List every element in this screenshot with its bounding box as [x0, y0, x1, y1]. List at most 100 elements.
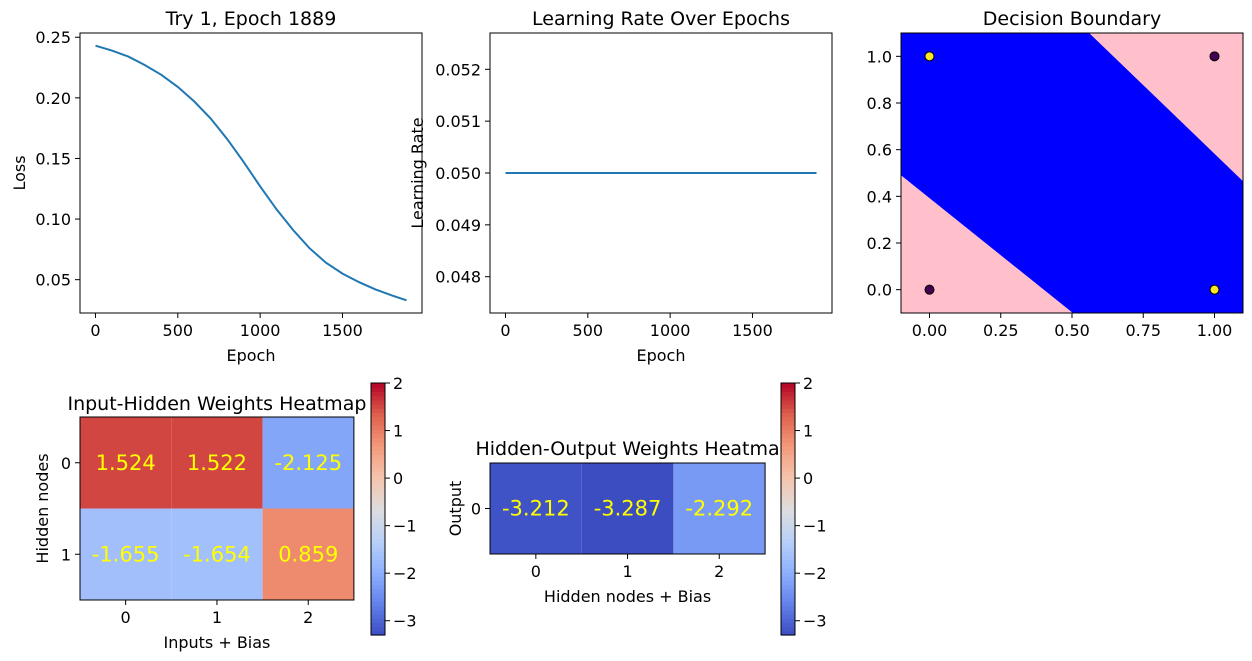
input-hidden-heatmap-ylabel: Hidden nodes — [33, 453, 52, 563]
hidden-output-heatmap-colorbar-segment — [781, 626, 795, 632]
input-hidden-heatmap-colorbar-segment — [371, 408, 385, 413]
hidden-output-heatmap-colorbar-segment — [781, 580, 795, 586]
input-hidden-heatmap-colorbar-segment — [371, 387, 385, 392]
decision-boundary-chart-ytick-label: 0.4 — [867, 187, 892, 206]
hidden-output-heatmap-colorbar-segment — [781, 609, 795, 615]
decision-boundary-chart-ytick-label: 0.2 — [867, 234, 892, 253]
loss-chart-xtick-label: 1500 — [322, 321, 363, 340]
input-hidden-heatmap-colorbar-tick-label: −3 — [393, 612, 417, 631]
hidden-output-heatmap-colorbar-segment — [781, 462, 795, 468]
lr-chart-ytick-label: 0.052 — [435, 60, 481, 79]
loss-chart-xtick-label: 1000 — [240, 321, 281, 340]
input-hidden-heatmap-colorbar-segment — [371, 416, 385, 422]
lr-chart-ytick-label: 0.050 — [435, 164, 481, 183]
loss-chart-frame — [79, 32, 423, 314]
hidden-output-heatmap-colorbar-segment — [781, 538, 795, 544]
hidden-output-heatmap-xtick-label: 0 — [531, 562, 541, 581]
loss-chart-ytick-label: 0.10 — [35, 210, 71, 229]
decision-boundary-chart-ytick-label: 0.6 — [867, 141, 892, 160]
input-hidden-heatmap-colorbar-segment — [371, 542, 385, 548]
input-hidden-heatmap-colorbar-segment — [371, 546, 385, 552]
hidden-output-heatmap-cell — [490, 463, 582, 554]
input-hidden-heatmap-ytick-label: 0 — [61, 454, 71, 473]
hidden-output-heatmap-colorbar-segment — [781, 622, 795, 628]
input-hidden-heatmap-colorbar-segment — [371, 521, 385, 527]
input-hidden-heatmap-colorbar-segment — [371, 391, 385, 397]
hidden-output-heatmap-colorbar-tick-label: −1 — [803, 517, 827, 536]
hidden-output-heatmap-colorbar-segment — [781, 601, 795, 607]
input-hidden-heatmap-colorbar-segment — [371, 412, 385, 418]
hidden-output-heatmap-colorbar-segment — [781, 454, 795, 460]
hidden-output-heatmap-colorbar-segment — [781, 563, 795, 569]
hidden-output-heatmap-colorbar-segment — [781, 429, 795, 434]
hidden-output-heatmap-colorbar-segment — [781, 450, 795, 455]
decision-boundary-chart-ytick-label: 0.0 — [867, 281, 892, 300]
hidden-output-heatmap-title: Hidden-Output Weights Heatma — [475, 438, 779, 460]
hidden-output-heatmap-colorbar-segment — [781, 593, 795, 598]
hidden-output-heatmap-xtick-label: 2 — [714, 562, 724, 581]
input-hidden-heatmap-cell-value: 1.522 — [187, 451, 247, 475]
input-hidden-heatmap-cell — [80, 508, 172, 600]
lr-chart-xtick-label: 1000 — [650, 321, 691, 340]
input-hidden-heatmap-colorbar-segment — [371, 446, 385, 451]
hidden-output-heatmap-colorbar-segment — [781, 412, 795, 418]
input-hidden-heatmap-colorbar-segment — [371, 441, 385, 447]
input-hidden-heatmap-colorbar-segment — [371, 626, 385, 632]
decision-boundary-chart-xtick-label: 0.50 — [1054, 321, 1090, 340]
hidden-output-heatmap-cell-value: -3.212 — [502, 497, 570, 521]
input-hidden-heatmap-colorbar-segment — [371, 383, 385, 388]
decision-boundary-chart-region-class0-lower — [901, 175, 1073, 313]
input-hidden-heatmap-ytick-label: 1 — [61, 545, 71, 564]
hidden-output-heatmap-colorbar-segment — [781, 572, 795, 577]
hidden-output-heatmap-colorbar-segment — [781, 391, 795, 397]
input-hidden-heatmap-colorbar-segment — [371, 530, 385, 535]
hidden-output-heatmap-colorbar-segment — [781, 534, 795, 539]
decision-boundary-chart-region-class0-upper — [1089, 33, 1243, 182]
input-hidden-heatmap-xlabel: Inputs + Bias — [163, 633, 270, 652]
hidden-output-heatmap-colorbar-segment — [781, 546, 795, 552]
hidden-output-heatmap-colorbar-segment — [781, 404, 795, 409]
lr-chart-ytick-label: 0.049 — [435, 216, 481, 235]
hidden-output-heatmap-colorbar-segment — [781, 467, 795, 472]
loss-chart-ytick-label: 0.15 — [35, 149, 71, 168]
input-hidden-heatmap-colorbar-segment — [371, 504, 385, 510]
input-hidden-heatmap-colorbar-segment — [371, 492, 385, 497]
hidden-output-heatmap-cell-value: -3.287 — [594, 497, 662, 521]
input-hidden-heatmap-colorbar-tick-label: 1 — [393, 422, 403, 441]
input-hidden-heatmap-cell-value: 0.859 — [278, 542, 338, 566]
input-hidden-heatmap-cell-value: -2.125 — [274, 451, 342, 475]
hidden-output-heatmap-colorbar-frame — [780, 382, 796, 636]
hidden-output-heatmap-colorbar-tick-label: −3 — [803, 612, 827, 631]
hidden-output-heatmap-colorbar-segment — [781, 555, 795, 560]
hidden-output-heatmap-colorbar-segment — [781, 383, 795, 388]
input-hidden-heatmap-colorbar-tick-label: −1 — [393, 517, 417, 536]
hidden-output-heatmap-colorbar-segment — [781, 387, 795, 392]
hidden-output-heatmap-colorbar-segment — [781, 471, 795, 476]
hidden-output-heatmap-colorbar-segment — [781, 576, 795, 581]
decision-boundary-chart-data-point — [924, 51, 935, 62]
input-hidden-heatmap-cell-value: 1.524 — [96, 451, 156, 475]
input-hidden-heatmap-colorbar-segment — [371, 479, 385, 485]
input-hidden-heatmap-colorbar-segment — [371, 433, 385, 439]
input-hidden-heatmap-colorbar-segment — [371, 605, 385, 611]
hidden-output-heatmap-colorbar-segment — [781, 504, 795, 510]
hidden-output-heatmap-colorbar-segment — [781, 584, 795, 590]
hidden-output-heatmap-colorbar-segment — [781, 605, 795, 611]
hidden-output-heatmap-colorbar-tick-label: 1 — [803, 422, 813, 441]
loss-chart-series-line — [95, 44, 407, 302]
decision-boundary-chart-data-point — [924, 284, 935, 295]
lr-chart-xlabel: Epoch — [637, 346, 686, 365]
input-hidden-heatmap-colorbar-segment — [371, 576, 385, 581]
input-hidden-heatmap-cell — [171, 417, 263, 509]
input-hidden-heatmap-colorbar-segment — [371, 622, 385, 628]
input-hidden-heatmap-colorbar-segment — [371, 395, 385, 401]
input-hidden-heatmap-colorbar-segment — [371, 572, 385, 577]
hidden-output-heatmap-colorbar-segment — [781, 513, 795, 518]
loss-chart-ytick-label: 0.25 — [35, 28, 71, 47]
input-hidden-heatmap-colorbar-segment — [371, 597, 385, 602]
input-hidden-heatmap-cell — [171, 508, 263, 600]
input-hidden-heatmap-colorbar-segment — [371, 437, 385, 443]
input-hidden-heatmap-colorbar-segment — [371, 551, 385, 556]
input-hidden-heatmap-colorbar-segment — [371, 517, 385, 523]
lr-chart-xtick-label: 1500 — [732, 321, 773, 340]
